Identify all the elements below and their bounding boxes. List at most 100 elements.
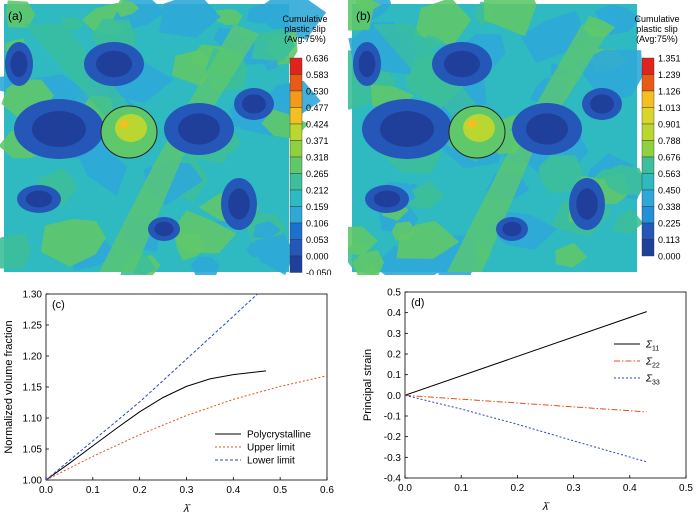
colorbar-swatch (641, 90, 655, 108)
y-tick-label: 0.5 (387, 288, 401, 299)
colorbar-tick-label: 0.159 (306, 202, 329, 212)
low-slip-core (358, 50, 376, 78)
contour-patch (169, 210, 237, 254)
colorbar-tick-label: 1.013 (658, 103, 681, 113)
legend-label: Upper limit (247, 443, 295, 454)
contour-patch (159, 0, 221, 38)
low-slip-core (373, 190, 401, 208)
y-tick-label: 1.10 (23, 414, 43, 425)
y-tick-label: 0.0 (387, 391, 401, 402)
colorbar-swatch (641, 74, 655, 92)
plot-frame (404, 291, 687, 479)
y-tick-label: 0.4 (387, 308, 401, 319)
x-axis-label: λ̄ (542, 501, 550, 513)
y-tick-label: 0.3 (387, 329, 401, 340)
legend-label: Σ11 (645, 340, 659, 353)
colorbar-swatch (641, 107, 655, 125)
y-tick-label: -0.3 (384, 453, 402, 464)
low-slip-core (590, 94, 614, 114)
low-slip-core (502, 221, 522, 237)
x-tick-label: 0.6 (320, 485, 334, 496)
line-chart-c: 0.0 0.1 0.2 0.3 0.4 0.5 0.6 1.00 1.05 1.10 1.15 1.2… (3, 290, 334, 516)
x-tick-label: 0.5 (273, 485, 287, 496)
colorbar-swatch (289, 173, 303, 191)
colorbar-tick-label: 0.212 (306, 186, 329, 196)
x-tick-label: 0.4 (623, 483, 637, 494)
contour-patch (423, 34, 445, 49)
y-tick-label: 1.30 (23, 290, 43, 301)
x-axis-label: λ̄ (183, 503, 191, 515)
contour-patch (538, 155, 584, 194)
y-axis-label: Principal strain (362, 349, 374, 421)
x-tick-label: 0.1 (86, 485, 100, 496)
colorbar-swatch (289, 74, 303, 92)
y-tick-label: 1.15 (23, 383, 43, 394)
contour-patch (6, 0, 36, 28)
series-line (405, 311, 647, 396)
central-grain-high (463, 114, 495, 142)
contour-patch (75, 150, 128, 196)
central-grain-peak (119, 120, 129, 128)
colorbar-tick-label: 0.106 (306, 219, 329, 229)
low-slip-core (576, 188, 598, 220)
low-slip-core (242, 94, 266, 114)
colorbar-swatch (289, 156, 303, 174)
low-slip-core (526, 113, 568, 145)
legend-title: Cumulative (634, 14, 679, 24)
y-tick-label: 1.20 (23, 352, 43, 363)
x-tick-label: 0.2 (133, 485, 147, 496)
panel-a: (a) Cumulative plastic slip (Avg:75%) 0.636 0… (0, 0, 350, 279)
colorbar-tick-label: 0.450 (658, 186, 681, 196)
colorbar-tick-label: 0.788 (658, 136, 681, 146)
panel-label: (c) (52, 299, 65, 311)
low-slip-core (154, 221, 174, 237)
panel-label: (b) (356, 9, 371, 23)
colorbar-swatch (289, 239, 303, 257)
low-slip-core (228, 188, 250, 220)
colorbar-tick-label: 0.636 (306, 54, 329, 64)
contour-patch (407, 180, 444, 209)
contour-patch (215, 9, 243, 25)
colorbar-tick-label: 0.000 (658, 252, 681, 262)
colorbar-swatch (289, 222, 303, 240)
contour-patch (391, 221, 415, 241)
contour-patch (483, 0, 537, 37)
colorbar-tick-label: 0.583 (306, 70, 329, 80)
contour-patch (61, 17, 84, 31)
colorbar-tick-label: 0.113 (658, 235, 680, 245)
y-tick-label: 0.2 (387, 350, 401, 361)
contour-patch (252, 220, 281, 239)
contour-patch (555, 242, 588, 268)
x-tick-label: 0.3 (180, 485, 194, 496)
colorbar-swatch (289, 189, 303, 207)
contour-patch (190, 256, 220, 279)
y-axis-label: Normalized volume fraction (3, 320, 15, 453)
y-tick-label: 1.00 (23, 476, 43, 487)
legend-label: Σ33 (645, 374, 660, 387)
legend-title: (Avg:75%) (284, 34, 326, 44)
series-line (405, 394, 647, 463)
x-tick-label: 0.2 (510, 483, 524, 494)
colorbar-tick-label: 0.676 (658, 153, 681, 163)
colorbar-tick-label: 0.265 (306, 169, 329, 179)
panel-c: 0.0 0.1 0.2 0.3 0.4 0.5 0.6 1.00 1.05 1.10 1.15 1.2… (0, 282, 350, 522)
colorbar-swatch (289, 90, 303, 108)
colorbar-tick-label: 1.126 (658, 87, 681, 97)
contour-patch (520, 10, 587, 64)
x-tick-label: 0.4 (226, 485, 240, 496)
colorbar-swatch (289, 57, 303, 75)
contour-patch (251, 28, 296, 62)
colorbar-tick-label: -0.050 (306, 268, 332, 275)
colorbar-swatch (641, 57, 655, 75)
central-grain-peak (467, 120, 477, 128)
colorbar-swatch (289, 206, 303, 224)
x-tick-label: 0.5 (679, 483, 693, 494)
colorbar-tick-label: 0.424 (306, 120, 329, 130)
contour-patch (612, 208, 644, 234)
colorbar-swatch (289, 140, 303, 158)
central-grain-high (115, 114, 147, 142)
x-tick-label: 0.1 (454, 483, 468, 494)
colorbar-tick-label: 0.000 (306, 252, 329, 262)
panel-d: 0.0 0.1 0.2 0.3 0.4 0.5 0.5 0.4 0.3 0.2 0.1 0.0 -0.1… (350, 282, 700, 522)
